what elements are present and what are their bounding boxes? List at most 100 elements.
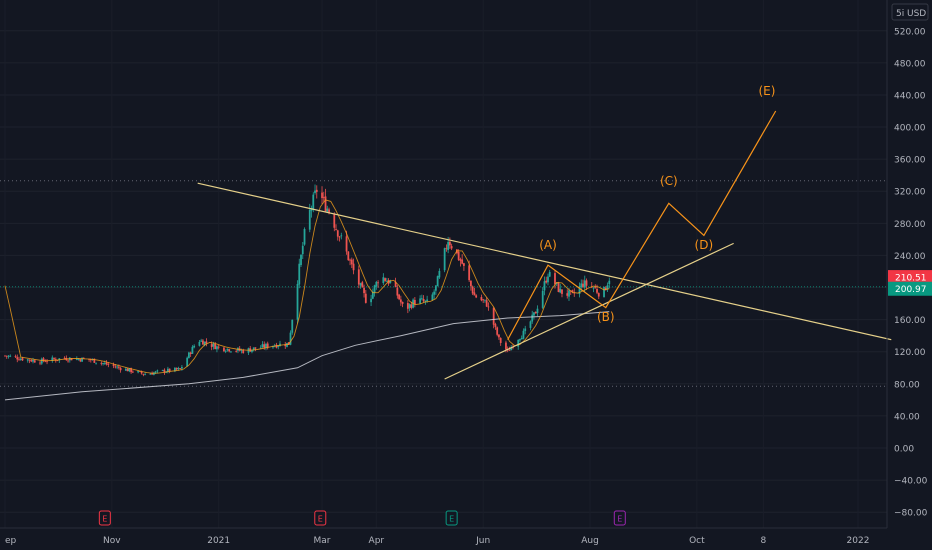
candle-body bbox=[33, 360, 36, 363]
candle-body bbox=[116, 366, 118, 368]
candle-body bbox=[519, 339, 521, 341]
candle-body bbox=[457, 251, 460, 260]
y-tick-label: 320.00 bbox=[894, 188, 926, 198]
x-tick-label: Oct bbox=[689, 536, 705, 546]
candle-body bbox=[364, 293, 367, 303]
candle-body bbox=[152, 372, 155, 375]
trendline[interactable] bbox=[444, 242, 734, 380]
candle-body bbox=[75, 358, 78, 360]
wave-label[interactable]: (E) bbox=[758, 84, 775, 98]
candle-body bbox=[40, 358, 43, 364]
earnings-marker[interactable] bbox=[445, 510, 458, 526]
candle-body bbox=[149, 373, 152, 375]
y-tick-label: 400.00 bbox=[894, 124, 926, 134]
candle-body bbox=[21, 358, 24, 361]
candle-body bbox=[547, 276, 549, 283]
price-label-bg bbox=[888, 281, 932, 296]
price-label: 210.51 bbox=[895, 274, 927, 284]
candle-body bbox=[470, 280, 472, 287]
candle-body bbox=[438, 270, 441, 278]
candle-body bbox=[212, 343, 215, 347]
price-axis[interactable]: 5i USD 520.00 480.00 440.00 400.00 360.00 320… bbox=[886, 0, 932, 528]
trendlines[interactable] bbox=[197, 182, 892, 380]
candle-body bbox=[193, 345, 196, 348]
wave-label[interactable]: (A) bbox=[539, 238, 557, 252]
time-axis[interactable]: ep Nov 2021 Mar Apr Jun Aug Oct 8 2022 bbox=[0, 527, 887, 546]
candle-body bbox=[224, 351, 227, 352]
candle-body bbox=[487, 306, 490, 308]
candle-body bbox=[53, 358, 55, 360]
candle-body bbox=[254, 347, 257, 349]
candle-body bbox=[56, 360, 59, 361]
candle-body bbox=[205, 341, 208, 344]
candle-body bbox=[450, 246, 453, 249]
candle-body bbox=[51, 357, 54, 361]
candle-body bbox=[559, 288, 562, 293]
candle-body bbox=[389, 280, 392, 283]
candle-body bbox=[175, 367, 178, 370]
candle-body bbox=[510, 347, 513, 351]
wave-projection[interactable]: (A) (B) (C) (D) (E) bbox=[507, 84, 777, 340]
candle-body bbox=[228, 349, 231, 352]
candle-body bbox=[308, 209, 311, 230]
wave-label[interactable]: (B) bbox=[597, 310, 615, 324]
earnings-marker[interactable] bbox=[314, 510, 327, 526]
candle-body bbox=[189, 352, 192, 354]
candle-body bbox=[382, 277, 385, 284]
candle-body bbox=[186, 357, 189, 367]
candle-body bbox=[424, 300, 427, 302]
scale-button[interactable] bbox=[891, 3, 929, 21]
price-label: 200.97 bbox=[895, 285, 927, 295]
candle-body bbox=[505, 342, 507, 350]
candle-body bbox=[603, 286, 605, 297]
candle-body bbox=[289, 332, 292, 345]
candle-body bbox=[338, 236, 341, 238]
candle-body bbox=[592, 287, 595, 289]
candle-body bbox=[545, 280, 548, 283]
candle-body bbox=[436, 276, 439, 287]
candle-body bbox=[7, 355, 10, 357]
y-tick-label: 160.00 bbox=[894, 316, 926, 326]
y-tick-label: 40.00 bbox=[894, 412, 920, 422]
candle-body bbox=[408, 304, 411, 308]
earnings-marker[interactable] bbox=[613, 510, 626, 526]
candle-body bbox=[420, 298, 423, 300]
wave-label[interactable]: (C) bbox=[660, 174, 678, 188]
candle-body bbox=[471, 286, 474, 294]
candle-body bbox=[251, 349, 253, 352]
candle-body bbox=[32, 359, 34, 362]
candle-body bbox=[93, 358, 96, 363]
candle-body bbox=[259, 347, 262, 349]
earnings-marker-label: E bbox=[449, 515, 454, 524]
candle-body bbox=[128, 368, 131, 372]
wave-label[interactable]: (D) bbox=[695, 238, 714, 252]
y-tick-label: 520.00 bbox=[894, 27, 926, 37]
candle-body bbox=[373, 285, 376, 293]
x-tick-label: Aug bbox=[581, 536, 599, 546]
candle-body bbox=[333, 214, 336, 228]
candle-body bbox=[242, 350, 245, 354]
candle-body bbox=[63, 357, 66, 359]
wave-path[interactable] bbox=[507, 110, 777, 340]
candle-body bbox=[223, 347, 225, 352]
y-tick-label: 120.00 bbox=[894, 348, 926, 358]
candle-body bbox=[95, 362, 97, 364]
candle-body bbox=[594, 287, 597, 289]
candle-body bbox=[606, 285, 609, 290]
earnings-marker-label: E bbox=[617, 515, 622, 524]
earnings-marker[interactable] bbox=[98, 510, 111, 526]
trendline[interactable] bbox=[197, 182, 892, 341]
y-tick-label: −80.00 bbox=[894, 509, 928, 519]
candle-body bbox=[371, 291, 374, 299]
candle-body bbox=[399, 299, 402, 303]
candle-body bbox=[284, 344, 287, 347]
candle-body bbox=[461, 259, 464, 264]
candle-body bbox=[198, 341, 201, 346]
candle-body bbox=[534, 311, 537, 314]
candle-body bbox=[4, 355, 6, 357]
candle-body bbox=[359, 283, 362, 286]
candle-body bbox=[102, 363, 104, 364]
